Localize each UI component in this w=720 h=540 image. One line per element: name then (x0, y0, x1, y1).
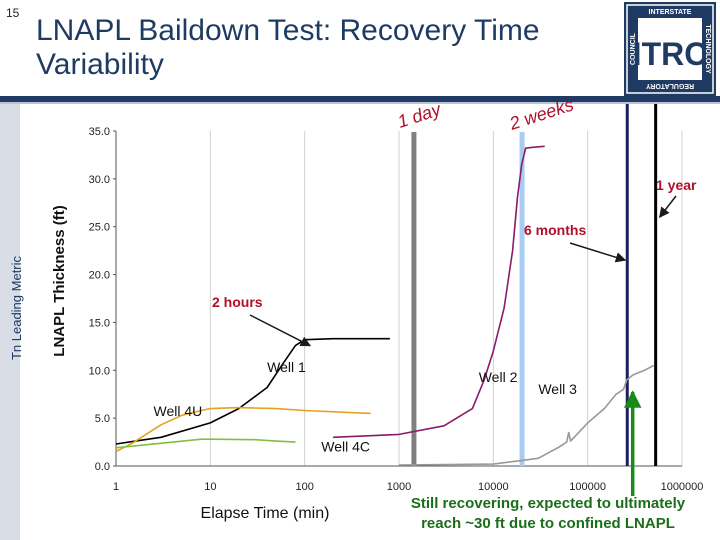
series-label: Well 4U (154, 403, 203, 419)
note-line-2: reach ~30 ft due to confined LNAPL (421, 515, 675, 532)
header-band-accent (0, 102, 720, 104)
note-line-1: Still recovering, expected to ultimately (410, 495, 686, 512)
series-label: Well 1 (267, 359, 306, 375)
logo-ring-top: INTERSTATE (649, 9, 692, 16)
series-label: Well 3 (538, 381, 577, 397)
series-label: Well 2 (479, 369, 518, 385)
logo-ring-left: COUNCIL (630, 32, 637, 65)
annotation-arrow (249, 314, 312, 347)
series-line-well-4u (115, 406, 371, 453)
slide-title-line-2: Variability (36, 48, 164, 81)
y-tick-label: 10.0 (89, 365, 110, 377)
x-tick-label: 100000 (569, 481, 606, 493)
logo-ring-bottom: REGULATORY (646, 82, 694, 89)
logo-letters: ITRC (633, 36, 708, 72)
slide-title-line-1: LNAPL Baildown Test: Recovery Time (36, 14, 540, 47)
itrc-seal-icon: INTERSTATE REGULATORY COUNCIL TECHNOLOGY… (626, 4, 714, 94)
x-tick-label: 10 (204, 481, 216, 493)
y-tick-label: 20.0 (89, 270, 110, 282)
still-recovering-note: Still recovering, expected to ultimately… (378, 494, 718, 534)
y-tick-label: 30.0 (89, 174, 110, 186)
x-tick-label: 1 (113, 481, 119, 493)
y-tick-label: 25.0 (89, 222, 110, 234)
x-tick-label: 1000 (387, 481, 411, 493)
annotation-arrow (659, 195, 677, 218)
series-label: Well 4C (321, 439, 370, 455)
x-tick-label: 10000 (478, 481, 509, 493)
x-tick-label: 1000000 (661, 481, 704, 493)
marker-label-2-weeks: 2 weeks (506, 94, 576, 134)
y-tick-label: 15.0 (89, 317, 110, 329)
slide-number: 15 (6, 6, 20, 20)
y-tick-label: 0.0 (95, 461, 110, 473)
series-line-well-4c (115, 438, 296, 449)
series-line-well-2 (333, 145, 545, 439)
header-band (0, 96, 720, 102)
logo-ring-right: TECHNOLOGY (704, 24, 711, 74)
y-tick-label: 5.0 (95, 413, 110, 425)
annotation-6-months: 6 months (524, 222, 586, 238)
side-band (0, 104, 20, 540)
slide-title: LNAPL Baildown Test: Recovery Time Varia… (36, 14, 626, 82)
x-axis-label: Elapse Time (min) (200, 505, 330, 522)
marker-label-1-day: 1 day (395, 99, 444, 132)
series-line-well-1 (115, 337, 390, 445)
y-tick-label: 35.0 (89, 126, 110, 138)
annotation-1-year: 1 year (656, 177, 697, 193)
x-tick-label: 100 (295, 481, 313, 493)
annotation-arrow (569, 242, 627, 263)
annotation-2-hours: 2 hours (212, 294, 263, 310)
itrc-logo: INTERSTATE REGULATORY COUNCIL TECHNOLOGY… (624, 2, 716, 96)
series-line-well-3 (398, 364, 654, 466)
